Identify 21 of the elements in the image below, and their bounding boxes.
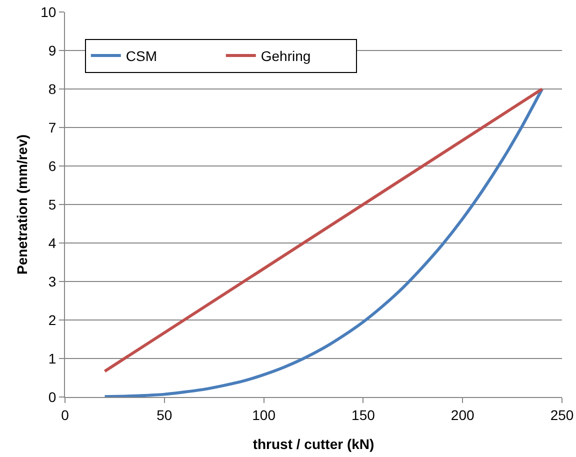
x-tick-label: 200: [450, 406, 474, 423]
y-tick-label: 9: [48, 42, 56, 58]
y-tick-label: 6: [48, 158, 56, 174]
x-tick-label: 250: [550, 406, 574, 423]
legend-label: Gehring: [260, 48, 311, 64]
x-tick-label: 0: [61, 406, 70, 423]
y-tick-label: 4: [48, 234, 56, 251]
y-tick-label: 8: [48, 80, 56, 97]
y-tick-label: 0: [48, 388, 56, 405]
y-tick-label: 3: [48, 273, 56, 290]
y-axis-title: Penetration (mm/rev): [14, 134, 30, 275]
y-tick-label: 7: [48, 119, 56, 136]
y-tick-label: 10: [40, 4, 56, 20]
legend-label: CSM: [126, 48, 158, 64]
x-axis-title: thrust / cutter (kN): [252, 436, 374, 452]
x-tick-label: 50: [156, 406, 172, 423]
x-tick-label: 100: [252, 406, 276, 423]
y-tick-label: 1: [48, 350, 56, 366]
y-tick-label: 5: [48, 196, 56, 212]
x-tick-label: 150: [352, 406, 376, 423]
y-tick-label: 2: [48, 312, 56, 328]
